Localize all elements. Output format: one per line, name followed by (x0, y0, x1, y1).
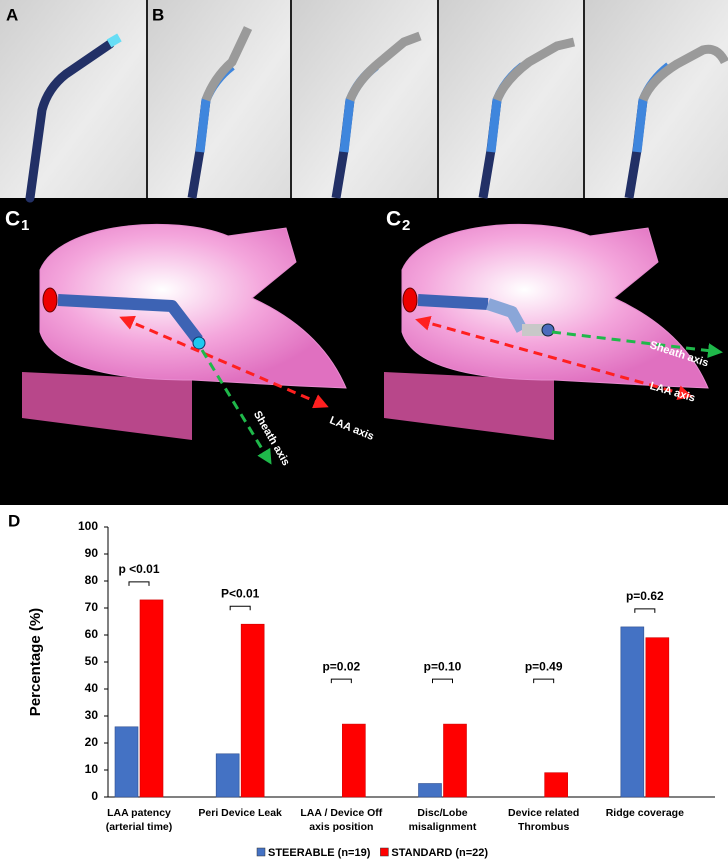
panel-label-sub: 2 (402, 217, 410, 234)
sheath-axis (551, 330, 723, 359)
laa-axis (415, 316, 693, 400)
catheter-tip (492, 37, 576, 102)
photo (148, 0, 290, 198)
p-value: p=0.49 (525, 659, 563, 673)
axis-label: LAA axis (328, 414, 376, 443)
panel-label: B (152, 5, 164, 24)
bracket (128, 581, 150, 586)
y-tick-label: 70 (85, 600, 99, 614)
y-tick-label: 50 (85, 654, 99, 668)
panel-label: A (6, 5, 18, 24)
bar (418, 783, 442, 798)
photo-strip (0, 0, 728, 203)
legend-label: STEERABLE (n=19) (268, 847, 371, 859)
x-tick-label: LAA patency (arterial time) (105, 807, 173, 833)
catheter-tip (192, 336, 206, 350)
panel-label: D (8, 511, 20, 530)
bar (544, 772, 568, 798)
bar (645, 637, 670, 798)
x-tick-label: Disc/Lobe misalignment (408, 807, 477, 833)
catheter-photo (478, 37, 576, 199)
catheter (417, 294, 489, 310)
y-tick-label: 60 (85, 627, 99, 641)
p-value: p <0.01 (118, 562, 159, 576)
bar-chart: 0 10 20 30 40 50 60 70 80 90 100 p <0.01 P<0.01 p=0.0… (78, 519, 715, 859)
catheter-tip (106, 33, 122, 48)
p-value: p=0.02 (322, 659, 360, 673)
catheter-photo (25, 33, 122, 203)
y-tick-label: 30 (85, 708, 99, 722)
chart-background (0, 505, 728, 861)
panel-label: C (5, 208, 20, 231)
y-tick-label: 10 (85, 762, 99, 776)
x-tick-label: Ridge coverage (605, 807, 684, 819)
x-tick-label: Peri Device Leak (198, 807, 282, 819)
catheter-photo (187, 26, 253, 199)
photo (292, 0, 437, 198)
panel-label: C (386, 208, 401, 231)
axis-label: Sheath axis (251, 409, 292, 468)
y-tick-label: 40 (85, 681, 99, 695)
y-tick-label: 20 (85, 735, 99, 749)
catheter-tip (638, 44, 728, 102)
bracket (533, 678, 555, 684)
y-tick-label: 80 (85, 573, 99, 587)
laa-axis (119, 315, 329, 409)
x-tick-label: LAA / Device Off axis position (300, 807, 383, 833)
y-axis-label: Percentage (%) (27, 608, 44, 716)
bar (342, 723, 366, 798)
catheter-photo (624, 44, 728, 199)
legend-swatch (256, 847, 266, 857)
panel-label-sub: 1 (21, 217, 29, 234)
bar (139, 599, 164, 798)
catheter-tip (345, 31, 422, 102)
x-tick-label: Device related Thrombus (508, 807, 580, 833)
photo (585, 0, 728, 198)
catheter-tip (201, 26, 253, 102)
heart-base (22, 372, 192, 440)
bar (215, 753, 240, 798)
y-tick-label: 100 (78, 519, 98, 533)
legend-swatch (380, 847, 389, 857)
bar (620, 626, 645, 798)
bracket (432, 678, 453, 684)
bracket (229, 605, 251, 611)
heart-base (384, 372, 554, 440)
photo (0, 0, 146, 198)
sheath-axis (200, 349, 272, 465)
bar (240, 623, 265, 798)
bracket (330, 678, 352, 684)
legend-label: STANDARD (n=22) (391, 847, 488, 859)
catheter-end (541, 323, 555, 337)
catheter-shaft (25, 39, 115, 203)
ostium (42, 287, 58, 313)
catheter-photo (331, 31, 422, 199)
p-value: p=0.10 (424, 659, 462, 673)
p-value: P<0.01 (221, 586, 260, 600)
bar (114, 726, 139, 798)
y-tick-label: 90 (85, 546, 99, 560)
photo (439, 0, 583, 198)
ostium (402, 287, 418, 313)
bar (443, 723, 467, 798)
diagram-c2: C 2 LAA axis Sheath axis (384, 208, 723, 440)
diagram-c1: C 1 LAA axis Sheath axis (5, 208, 376, 468)
bracket (634, 608, 656, 613)
y-tick-label: 0 (91, 789, 98, 803)
p-value: p=0.62 (626, 589, 664, 603)
